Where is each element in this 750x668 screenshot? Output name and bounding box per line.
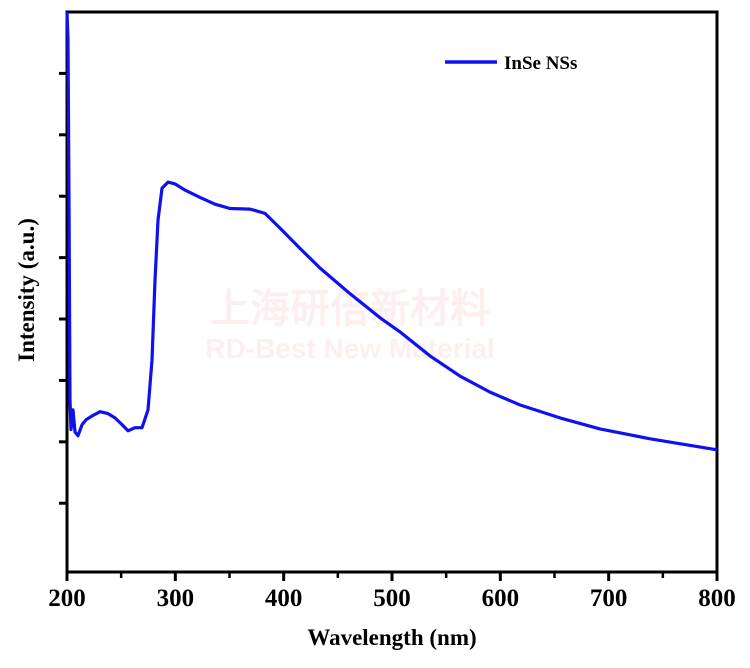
legend: InSe NSs <box>445 53 577 74</box>
series-group <box>65 11 718 452</box>
x-tick-label: 300 <box>157 585 195 612</box>
x-tick-label: 700 <box>590 585 628 612</box>
y-axis-title: Intensity (a.u.) <box>14 218 39 362</box>
x-tick-label: 500 <box>373 585 411 612</box>
x-tick-label: 200 <box>48 585 86 612</box>
watermark: 上海研倍新材料 RD-Best New Material <box>205 287 494 364</box>
x-tick-label: 600 <box>482 585 520 612</box>
legend-label: InSe NSs <box>504 53 577 74</box>
x-axis-title: Wavelength (nm) <box>307 625 476 650</box>
series-line-inse-nss <box>65 11 718 452</box>
watermark-en: RD-Best New Material <box>205 333 494 364</box>
x-tick-label: 800 <box>698 585 736 612</box>
axes: 200 300 400 500 600 700 800 <box>48 10 736 612</box>
x-tick-label: 400 <box>265 585 303 612</box>
